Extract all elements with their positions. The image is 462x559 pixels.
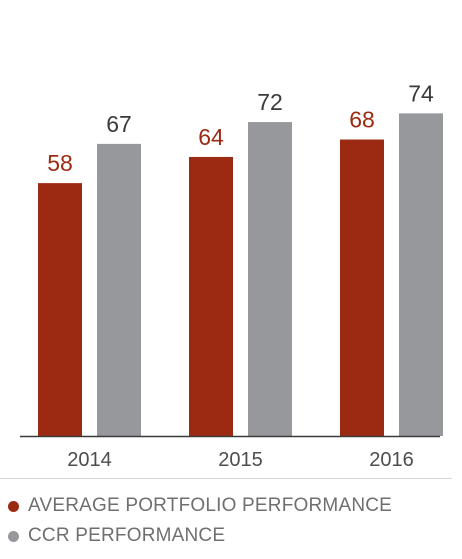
legend-item-ccr: CCR PERFORMANCE xyxy=(8,521,458,551)
bar-ccr-2015 xyxy=(248,122,292,436)
bars-group: 58 67 64 72 68 74 xyxy=(38,80,443,437)
x-tick-label-2016: 2016 xyxy=(369,449,414,470)
bar-portfolio-2014 xyxy=(38,183,82,436)
bar-portfolio-2015 xyxy=(189,156,233,436)
bar-chart: 58 67 64 72 68 74 2014 2015 2016 xyxy=(20,80,443,470)
data-label-portfolio-2014: 58 xyxy=(47,150,73,176)
data-label-ccr-2016: 74 xyxy=(408,80,434,106)
legend-dot-portfolio xyxy=(8,500,19,512)
x-tick-labels: 2014 2015 2016 xyxy=(67,449,414,470)
bar-portfolio-2016 xyxy=(340,139,384,436)
legend-label-ccr: CCR PERFORMANCE xyxy=(28,525,226,546)
data-label-ccr-2014: 67 xyxy=(106,111,132,137)
bar-ccr-2014 xyxy=(97,143,141,436)
bar-ccr-2016 xyxy=(399,113,443,437)
data-label-portfolio-2016: 68 xyxy=(349,107,375,133)
legend-divider xyxy=(0,478,452,479)
legend-item-portfolio: AVERAGE PORTFOLIO PERFORMANCE xyxy=(8,491,458,521)
x-tick-label-2014: 2014 xyxy=(67,449,112,470)
legend: AVERAGE PORTFOLIO PERFORMANCE CCR PERFOR… xyxy=(0,478,458,551)
data-label-portfolio-2015: 64 xyxy=(198,124,224,150)
data-label-ccr-2015: 72 xyxy=(257,89,283,115)
x-tick-label-2015: 2015 xyxy=(218,449,263,470)
legend-label-portfolio: AVERAGE PORTFOLIO PERFORMANCE xyxy=(28,495,393,516)
legend-dot-ccr xyxy=(8,530,19,542)
